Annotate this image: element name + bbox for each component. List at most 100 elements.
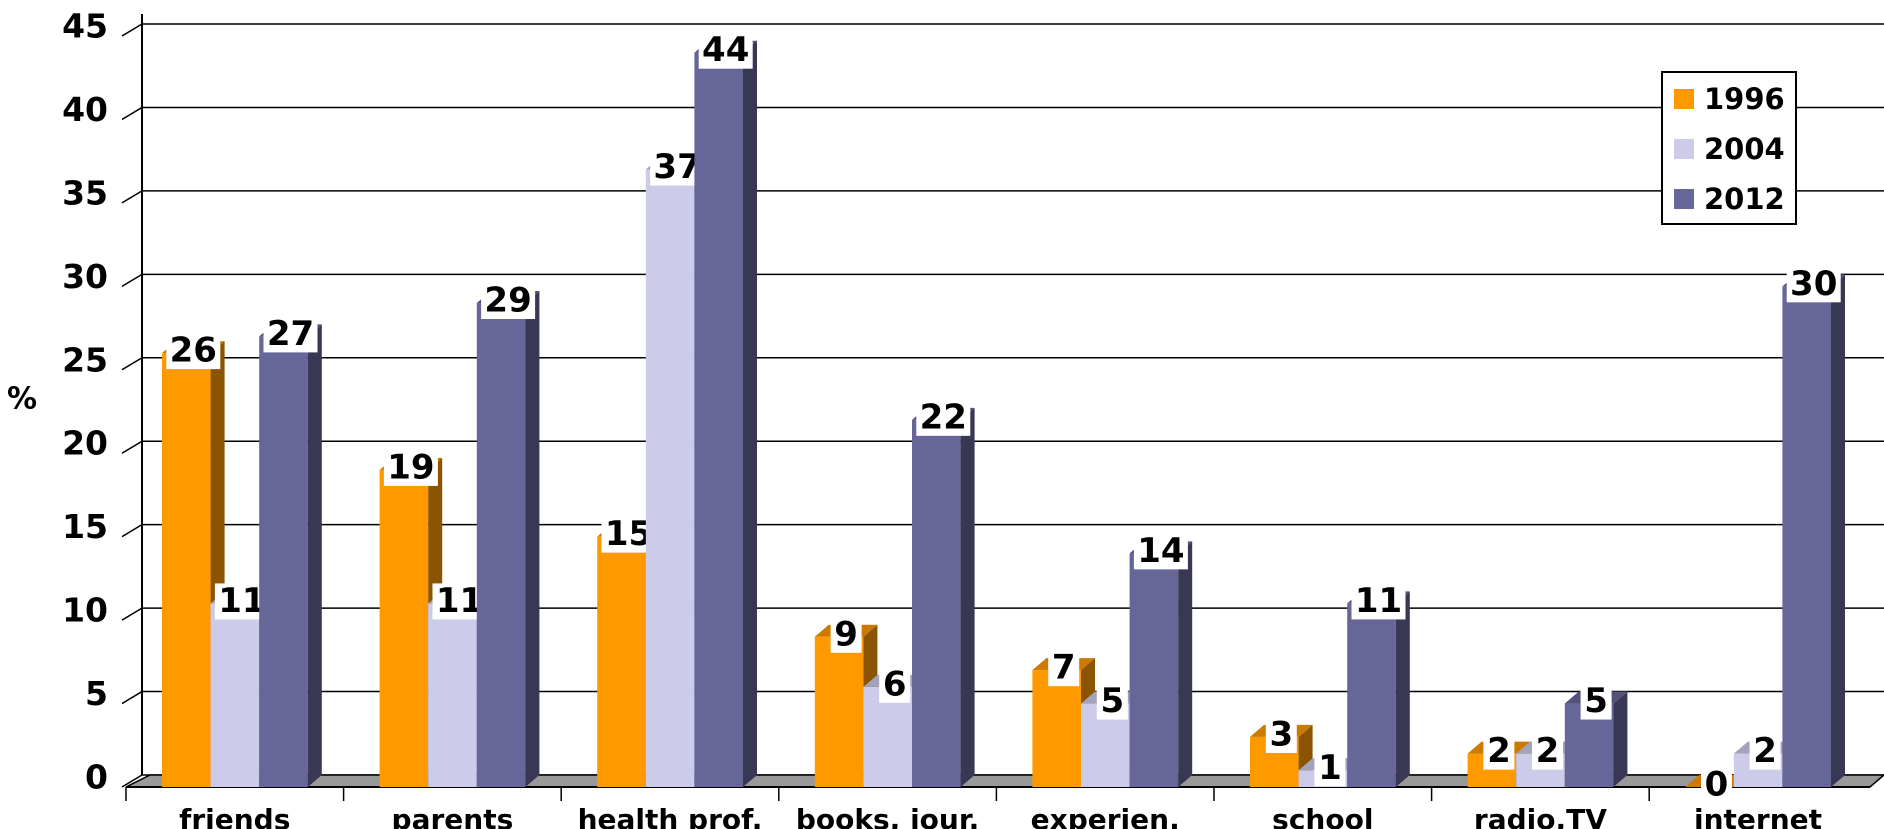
- y-tick-label: 45: [62, 7, 108, 46]
- bar-front: [645, 169, 695, 787]
- value-label: 2: [1536, 731, 1560, 771]
- bar-front: [476, 303, 526, 787]
- value-label: 29: [484, 281, 531, 321]
- value-label-box: [916, 399, 971, 436]
- value-label-box: [1532, 733, 1563, 770]
- bar-front: [814, 636, 864, 787]
- bar-side: [307, 324, 322, 787]
- value-label-box: [1133, 533, 1188, 570]
- bar: [912, 407, 975, 787]
- value-label-box: [830, 616, 862, 653]
- y-tick-label: 30: [62, 257, 108, 296]
- value-label: 9: [834, 614, 858, 654]
- bar-side: [1831, 274, 1845, 787]
- legend-swatch: [1674, 139, 1694, 159]
- value-label: 5: [1584, 681, 1608, 721]
- value-label: 0: [1705, 765, 1729, 805]
- bar-side: [960, 407, 975, 787]
- bar: [1129, 541, 1193, 787]
- bar: [1782, 274, 1845, 787]
- x-tick-label: friends: [179, 803, 290, 829]
- y-tick-label: 0: [85, 758, 108, 797]
- y-tick: [121, 524, 143, 538]
- y-tick: [121, 23, 143, 37]
- y-tick: [121, 106, 143, 121]
- legend-label: 2012: [1704, 182, 1785, 216]
- value-label: 6: [883, 664, 907, 704]
- bar-front: [1129, 553, 1179, 787]
- y-axis-label: %: [7, 382, 37, 417]
- value-label-box: [1351, 583, 1406, 620]
- y-tick-label: 5: [85, 674, 108, 713]
- x-tick-label: books, jour.: [796, 803, 979, 829]
- y-tick-label: 15: [62, 507, 108, 546]
- bar-front: [428, 603, 477, 787]
- y-tick-label: 20: [62, 424, 108, 463]
- bar: [694, 40, 757, 787]
- bar-side: [1613, 691, 1628, 787]
- legend-swatch: [1674, 189, 1694, 209]
- x-tick-label: school: [1272, 803, 1373, 829]
- value-label-box: [481, 283, 536, 320]
- x-tick-label: experien.: [1031, 803, 1180, 829]
- bar-front: [210, 603, 260, 787]
- bar-front: [912, 419, 961, 787]
- value-label-box: [263, 316, 318, 353]
- value-label: 11: [1355, 581, 1402, 621]
- value-label: 7: [1052, 648, 1076, 688]
- bar: [476, 291, 540, 787]
- legend-label: 2004: [1704, 132, 1785, 166]
- value-label-box: [1048, 650, 1080, 687]
- value-label: 5: [1100, 681, 1124, 721]
- bar-front: [1782, 286, 1831, 787]
- y-tick: [121, 774, 143, 788]
- value-label-box: [1265, 716, 1297, 753]
- value-label-box: [166, 333, 221, 370]
- y-tick-label: 25: [62, 340, 108, 379]
- value-label-box: [1786, 266, 1841, 303]
- value-label: 30: [1790, 264, 1837, 304]
- value-label: 11: [218, 581, 265, 621]
- bar-front: [694, 52, 743, 787]
- x-tick-label: parents: [392, 803, 514, 829]
- bar-side: [743, 40, 757, 787]
- y-tick: [121, 607, 143, 621]
- value-label: 26: [170, 331, 217, 371]
- value-label: 27: [267, 314, 314, 354]
- y-tick: [121, 190, 143, 204]
- value-label-box: [1580, 683, 1612, 720]
- bar-side: [1178, 541, 1193, 787]
- value-label-box: [879, 666, 911, 703]
- value-label: 19: [387, 447, 434, 487]
- value-label: 37: [653, 147, 700, 187]
- bar-front: [162, 353, 211, 787]
- y-tick: [121, 357, 143, 371]
- value-label-box: [383, 449, 438, 486]
- value-label: 22: [920, 397, 967, 437]
- value-label-box: [1701, 767, 1732, 803]
- bar-front: [259, 336, 308, 787]
- y-tick-label: 40: [62, 90, 108, 129]
- value-label: 44: [702, 30, 749, 70]
- value-label: 14: [1137, 531, 1184, 571]
- y-tick-label: 35: [62, 173, 108, 212]
- bar: [259, 324, 322, 787]
- bar-front: [863, 686, 912, 787]
- value-label: 11: [436, 581, 483, 621]
- y-tick: [121, 440, 143, 454]
- bar-front: [597, 536, 646, 787]
- value-label: 2: [1753, 731, 1777, 771]
- legend-label: 1996: [1704, 82, 1785, 116]
- x-tick-label: health prof.: [578, 803, 763, 829]
- x-tick-label: radio,TV: [1474, 803, 1607, 829]
- legend-swatch: [1674, 89, 1694, 109]
- value-label-box: [1483, 733, 1515, 770]
- value-label: 1: [1318, 748, 1342, 788]
- y-tick: [121, 273, 143, 287]
- bar-front: [1032, 670, 1081, 787]
- value-label-box: [698, 32, 753, 69]
- value-label: 15: [605, 514, 652, 554]
- value-label-box: [1314, 750, 1346, 787]
- value-label: 3: [1269, 714, 1293, 754]
- value-label-box: [1749, 733, 1781, 770]
